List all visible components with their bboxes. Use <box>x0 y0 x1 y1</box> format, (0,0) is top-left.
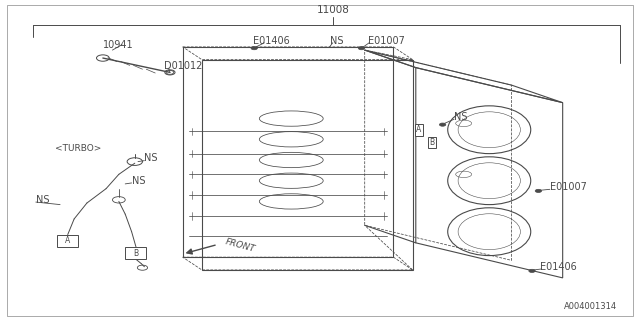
Text: 11008: 11008 <box>316 5 349 15</box>
Text: A: A <box>417 125 422 134</box>
Text: E01007: E01007 <box>550 182 587 192</box>
Text: B: B <box>133 249 138 258</box>
Text: NS: NS <box>132 176 145 186</box>
Text: A004001314: A004001314 <box>564 302 617 311</box>
Text: NS: NS <box>454 112 468 122</box>
Text: NS: NS <box>145 153 158 164</box>
Circle shape <box>440 123 446 126</box>
Text: NS: NS <box>36 195 49 205</box>
Circle shape <box>529 269 535 272</box>
Circle shape <box>358 47 365 50</box>
Text: E01406: E01406 <box>253 36 290 45</box>
Text: E01007: E01007 <box>368 36 404 45</box>
Circle shape <box>535 189 541 193</box>
Text: FRONT: FRONT <box>224 238 256 254</box>
Text: <TURBO>: <TURBO> <box>55 144 101 153</box>
Text: NS: NS <box>330 36 343 45</box>
Text: A: A <box>65 236 70 245</box>
Text: B: B <box>429 138 435 147</box>
Text: 10941: 10941 <box>103 40 134 50</box>
Text: E01406: E01406 <box>540 262 577 272</box>
Text: D01012: D01012 <box>164 61 202 71</box>
Circle shape <box>251 47 257 50</box>
